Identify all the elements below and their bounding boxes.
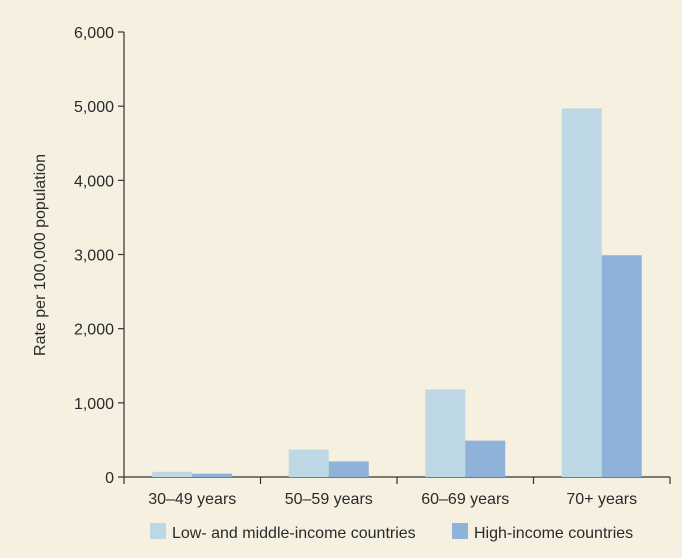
legend-label: High-income countries — [474, 525, 633, 542]
bar-low-middle-income — [288, 449, 329, 477]
bar-low-middle-income — [561, 108, 602, 478]
x-category-label: 60–69 years — [421, 491, 509, 508]
x-category-label: 70+ years — [566, 491, 637, 508]
bar-high-income — [601, 255, 642, 477]
y-tick-label: 2,000 — [74, 322, 114, 339]
y-tick-label: 6,000 — [74, 25, 114, 42]
bar-low-middle-income — [152, 471, 193, 477]
y-axis-title: Rate per 100,000 population — [32, 154, 49, 356]
y-tick-label: 5,000 — [74, 99, 114, 116]
bar-high-income — [192, 473, 233, 477]
y-tick-label: 3,000 — [74, 248, 114, 265]
legend-swatch — [150, 523, 166, 539]
y-axis: 0 1,000 2,000 3,000 4,000 5,000 6,000 — [74, 25, 125, 487]
bar-low-middle-income — [425, 389, 466, 477]
bar-high-income — [465, 440, 506, 477]
y-tick-label: 4,000 — [74, 173, 114, 190]
legend-label: Low- and middle-income countries — [172, 525, 416, 542]
x-category-label: 30–49 years — [148, 491, 236, 508]
bar-high-income — [328, 461, 369, 477]
bars — [152, 108, 642, 478]
legend: Low- and middle-income countries High-inc… — [150, 523, 633, 542]
y-tick-label: 0 — [105, 470, 114, 487]
legend-swatch — [452, 523, 468, 539]
x-category-label: 50–59 years — [285, 491, 373, 508]
y-tick-label: 1,000 — [74, 396, 114, 413]
